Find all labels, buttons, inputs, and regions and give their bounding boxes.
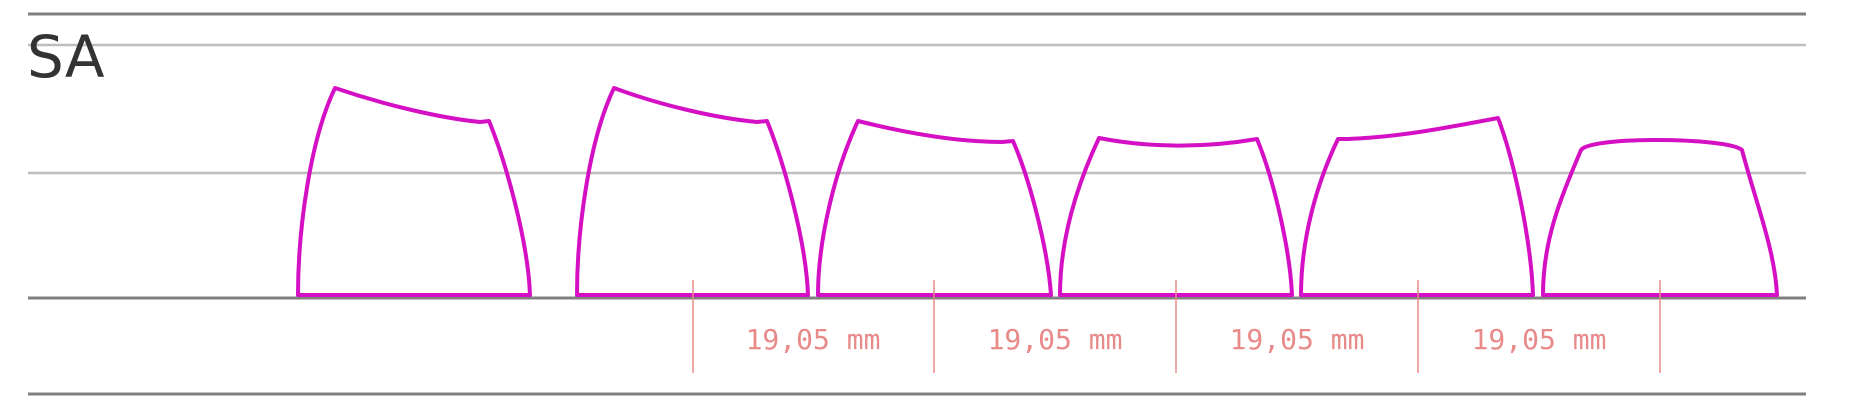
keycap-profile xyxy=(1058,136,1294,297)
dimension-markers: 19,05 mm 19,05 mm 19,05 mm 19,05 mm xyxy=(692,280,1661,373)
dimension-label: 19,05 mm xyxy=(1472,323,1607,356)
keycap-profile xyxy=(575,86,810,297)
keycap-profiles xyxy=(296,86,1779,297)
dimension-label: 19,05 mm xyxy=(988,323,1123,356)
dimension-label: 19,05 mm xyxy=(746,323,881,356)
keycap-profile xyxy=(1299,116,1535,297)
keycap-profile xyxy=(296,86,532,297)
keycap-profile xyxy=(816,119,1053,297)
profile-title: SA xyxy=(27,23,105,91)
dimension-label: 19,05 mm xyxy=(1230,323,1365,356)
keycap-profile xyxy=(1541,138,1779,297)
